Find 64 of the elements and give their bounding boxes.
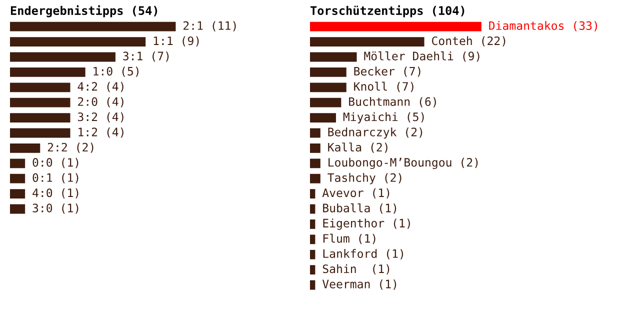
- data-label: Becker (7): [354, 66, 420, 77]
- data-label: Sahin (1): [322, 264, 390, 275]
- bar: [310, 67, 346, 77]
- bar: [10, 189, 26, 199]
- bar: [10, 22, 176, 32]
- data-label: Flum (1): [323, 234, 376, 244]
- bar: [310, 250, 316, 260]
- data-label: Tashchy (2): [328, 173, 402, 184]
- bar: [10, 204, 26, 214]
- bar: [310, 52, 357, 62]
- bar: [10, 67, 86, 77]
- bar: [10, 128, 70, 138]
- data-label: Kalla (2): [328, 142, 388, 153]
- data-label: 2:2 (2): [48, 142, 94, 153]
- bar: [310, 128, 320, 138]
- data-label: 3:2 (4): [78, 112, 124, 123]
- data-label: Eigenthor (1): [323, 218, 410, 230]
- bar: [10, 113, 70, 123]
- data-label: Buchtmann (6): [349, 97, 436, 108]
- bar: [310, 280, 316, 290]
- data-label: 4:2 (4): [78, 82, 124, 92]
- bar: [310, 234, 316, 244]
- data-label: 2:1 (11): [184, 21, 236, 32]
- bar: [310, 82, 346, 92]
- bar: [310, 219, 316, 229]
- bar: [10, 143, 40, 153]
- data-label: Diamantakos (33): [489, 21, 598, 32]
- data-label: 2:0 (4): [78, 97, 124, 108]
- data-label: Avevor (1): [322, 188, 390, 199]
- bar: [310, 174, 320, 184]
- data-label: 4:0 (1): [32, 188, 78, 199]
- data-label: Conteh (22): [432, 36, 506, 47]
- data-label: Möller Daehli (9): [364, 51, 480, 62]
- data-label: Lankford (1): [323, 249, 404, 260]
- bar: [10, 82, 70, 92]
- data-label: 0:0 (1): [32, 158, 78, 168]
- data-label: Knoll (7): [354, 82, 414, 92]
- bar: [10, 158, 26, 168]
- data-label: 1:0 (5): [94, 66, 138, 77]
- bar: [10, 37, 146, 47]
- bar: [310, 265, 316, 275]
- data-label: Miyaichi (5): [343, 112, 424, 124]
- bar: [310, 158, 320, 168]
- bar: [310, 143, 320, 153]
- data-label: Loubongo-M’Boungou (2): [328, 158, 478, 170]
- data-label: Buballa (1): [323, 203, 396, 214]
- data-label: 3:0 (1): [32, 203, 78, 214]
- bar: [310, 22, 482, 32]
- data-label: 0:1 (1): [32, 173, 78, 184]
- bar: [10, 98, 70, 108]
- data-label: 3:1 (7): [123, 51, 169, 62]
- bar: [310, 98, 342, 108]
- data-label: 1:1 (9): [154, 36, 199, 47]
- bar: [10, 52, 116, 62]
- bar: [310, 113, 336, 123]
- data-label: 1:2 (4): [78, 127, 124, 138]
- bar: [310, 189, 316, 199]
- data-label: Veerman (1): [322, 279, 396, 290]
- bar: [310, 204, 316, 214]
- data-label: Bednarczyk (2): [328, 127, 422, 139]
- chart-title: Endergebnistipps (54): [10, 5, 158, 18]
- chart-title: Torschützentipps (104): [310, 5, 464, 18]
- bar: [10, 174, 26, 184]
- bar: [310, 37, 424, 47]
